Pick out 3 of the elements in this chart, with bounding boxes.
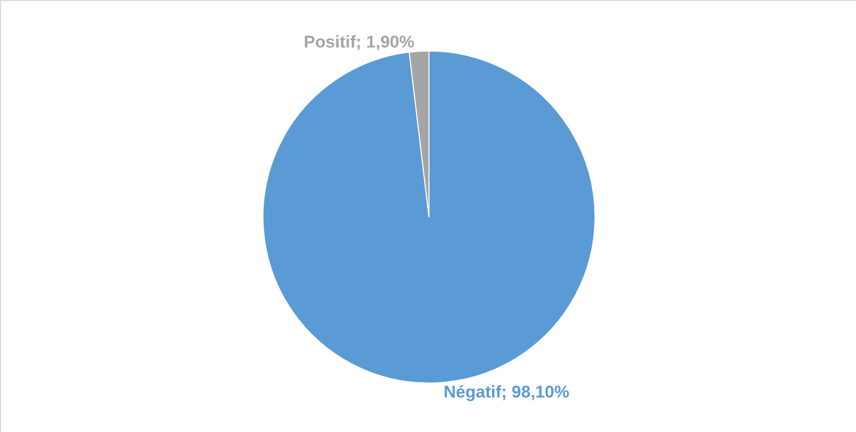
pie-slice bbox=[262, 50, 596, 384]
slice-label: Négatif; 98,10% bbox=[444, 382, 570, 402]
slice-label: Positif; 1,90% bbox=[304, 32, 414, 52]
